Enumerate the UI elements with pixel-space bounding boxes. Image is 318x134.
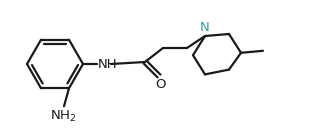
- Text: O: O: [155, 78, 165, 91]
- Text: N: N: [200, 21, 210, 34]
- Text: NH$_2$: NH$_2$: [50, 109, 76, 124]
- Text: NH: NH: [98, 57, 118, 70]
